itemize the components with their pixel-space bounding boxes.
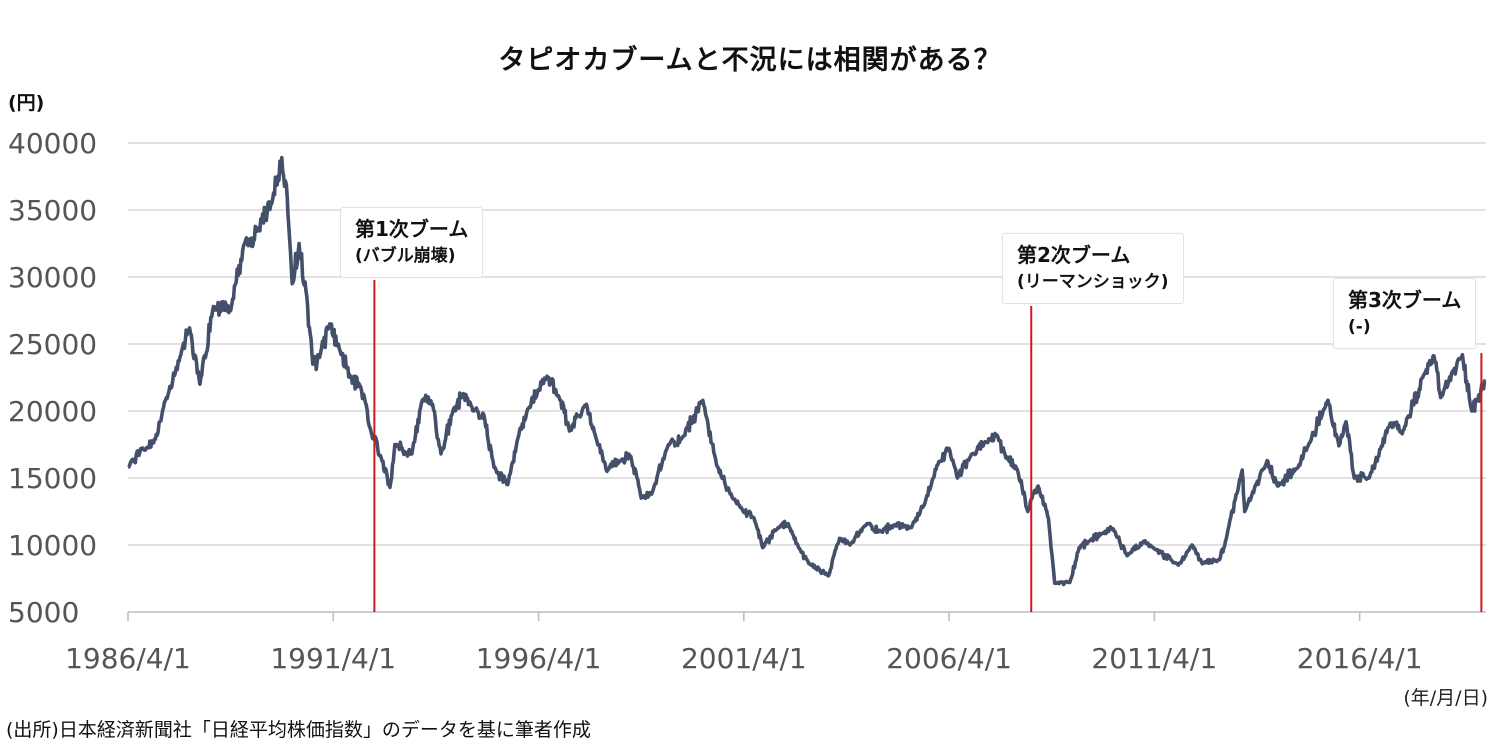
- x-tick-labels: 1986/4/1 1991/4/1 1996/4/1 2001/4/1 2006/4/1…: [65, 642, 1422, 675]
- x-tick-label: 2011/4/1: [1091, 642, 1217, 675]
- series-group: [127, 155, 1487, 587]
- boom-note: (バブル崩壊): [355, 246, 456, 266]
- x-tick-label: 1991/4/1: [270, 642, 396, 675]
- y-tick-label: 35000: [8, 194, 97, 227]
- y-tick-label: 15000: [8, 462, 97, 495]
- y-tick-labels: 5000 10000 15000 20000 25000 30000 35000 40000: [8, 127, 97, 629]
- boom-markers: [373, 280, 1483, 612]
- y-tick-label: 40000: [8, 127, 97, 160]
- y-tick-label: 10000: [8, 529, 97, 562]
- x-tick-label: 2016/4/1: [1297, 642, 1423, 675]
- x-tick-label: 2001/4/1: [681, 642, 807, 675]
- boom-name: 第2次ブーム: [1017, 243, 1131, 267]
- y-tick-label: 30000: [8, 261, 97, 294]
- boom-callout-3: 第3次ブーム (-): [1333, 278, 1477, 349]
- boom-name: 第1次ブーム: [355, 217, 469, 241]
- y-tick-label: 25000: [8, 328, 97, 361]
- boom-name: 第3次ブーム: [1348, 288, 1462, 312]
- y-tick-label: 5000: [8, 596, 79, 629]
- gridlines: [127, 142, 1486, 621]
- x-tick-label: 2006/4/1: [886, 642, 1012, 675]
- y-axis-unit-label: (円): [8, 92, 45, 114]
- chart-title: タピオカブームと不況には相関がある？: [498, 45, 1002, 76]
- boom-note: (リーマンショック): [1017, 272, 1169, 292]
- boom-callout-1: 第1次ブーム (バブル崩壊): [340, 207, 484, 278]
- series-line: [127, 155, 1487, 587]
- x-tick-label: 1996/4/1: [476, 642, 602, 675]
- x-tick-label: 1986/4/1: [65, 642, 191, 675]
- y-tick-label: 20000: [8, 395, 97, 428]
- x-axis-unit-label: (年/月/日): [1403, 687, 1488, 709]
- source-note: (出所)日本経済新聞社「日経平均株価指数」のデータを基に筆者作成: [6, 719, 591, 741]
- boom-callout-2: 第2次ブーム (リーマンショック): [1002, 233, 1184, 304]
- boom-note: (-): [1348, 317, 1371, 337]
